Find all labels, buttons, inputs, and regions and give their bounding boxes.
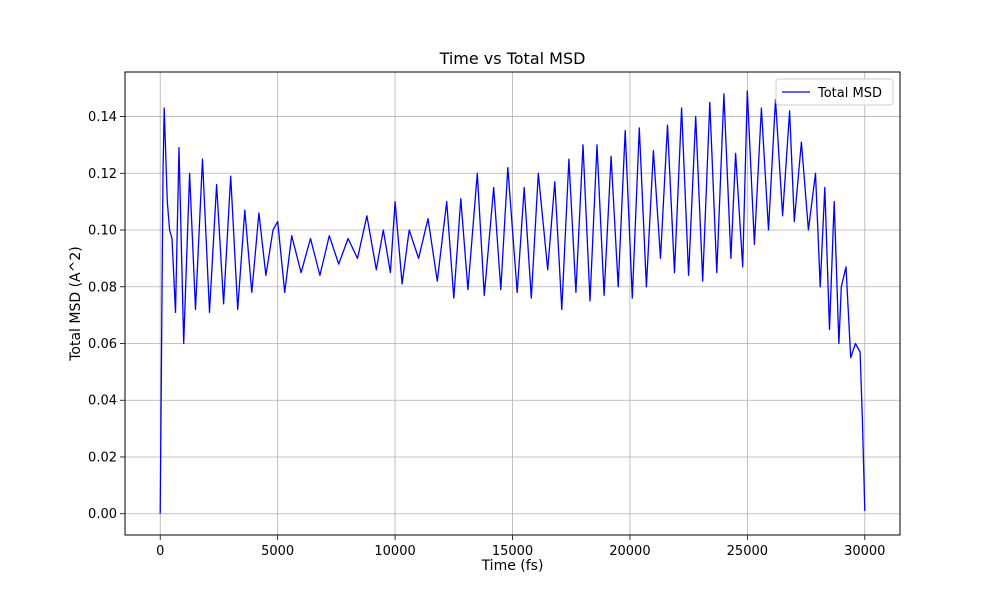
y-tick-label: 0.10 [88, 224, 117, 239]
y-tick-label: 0.08 [88, 280, 117, 295]
y-tick-label: 0.04 [88, 394, 117, 409]
ticks: 0 5000 10000 15000 20000 25000 30000 0.00 0.02 0.… [88, 110, 885, 559]
y-axis-label: Total MSD (A^2) [68, 246, 84, 361]
y-tick-label: 0.00 [88, 507, 117, 522]
series-line-total-msd [159, 90, 866, 514]
chart-title: Time vs Total MSD [439, 49, 586, 68]
x-tick-label: 25000 [727, 544, 768, 559]
y-tick-label: 0.06 [88, 337, 117, 352]
plot-area [159, 90, 866, 514]
x-tick-label: 5000 [261, 544, 294, 559]
x-tick-label: 15000 [492, 544, 533, 559]
y-tick-label: 0.02 [88, 450, 117, 465]
x-axis-label: Time (fs) [481, 558, 544, 574]
y-tick-label: 0.12 [88, 167, 117, 182]
grid [125, 72, 900, 535]
x-tick-label: 10000 [374, 544, 415, 559]
legend: Total MSD [775, 78, 894, 106]
legend-box [775, 78, 894, 106]
y-tick-label: 0.14 [88, 110, 117, 125]
legend-label-total-msd: Total MSD [817, 86, 882, 101]
x-tick-label: 0 [156, 544, 164, 559]
x-tick-label: 20000 [609, 544, 650, 559]
x-tick-label: 30000 [844, 544, 885, 559]
